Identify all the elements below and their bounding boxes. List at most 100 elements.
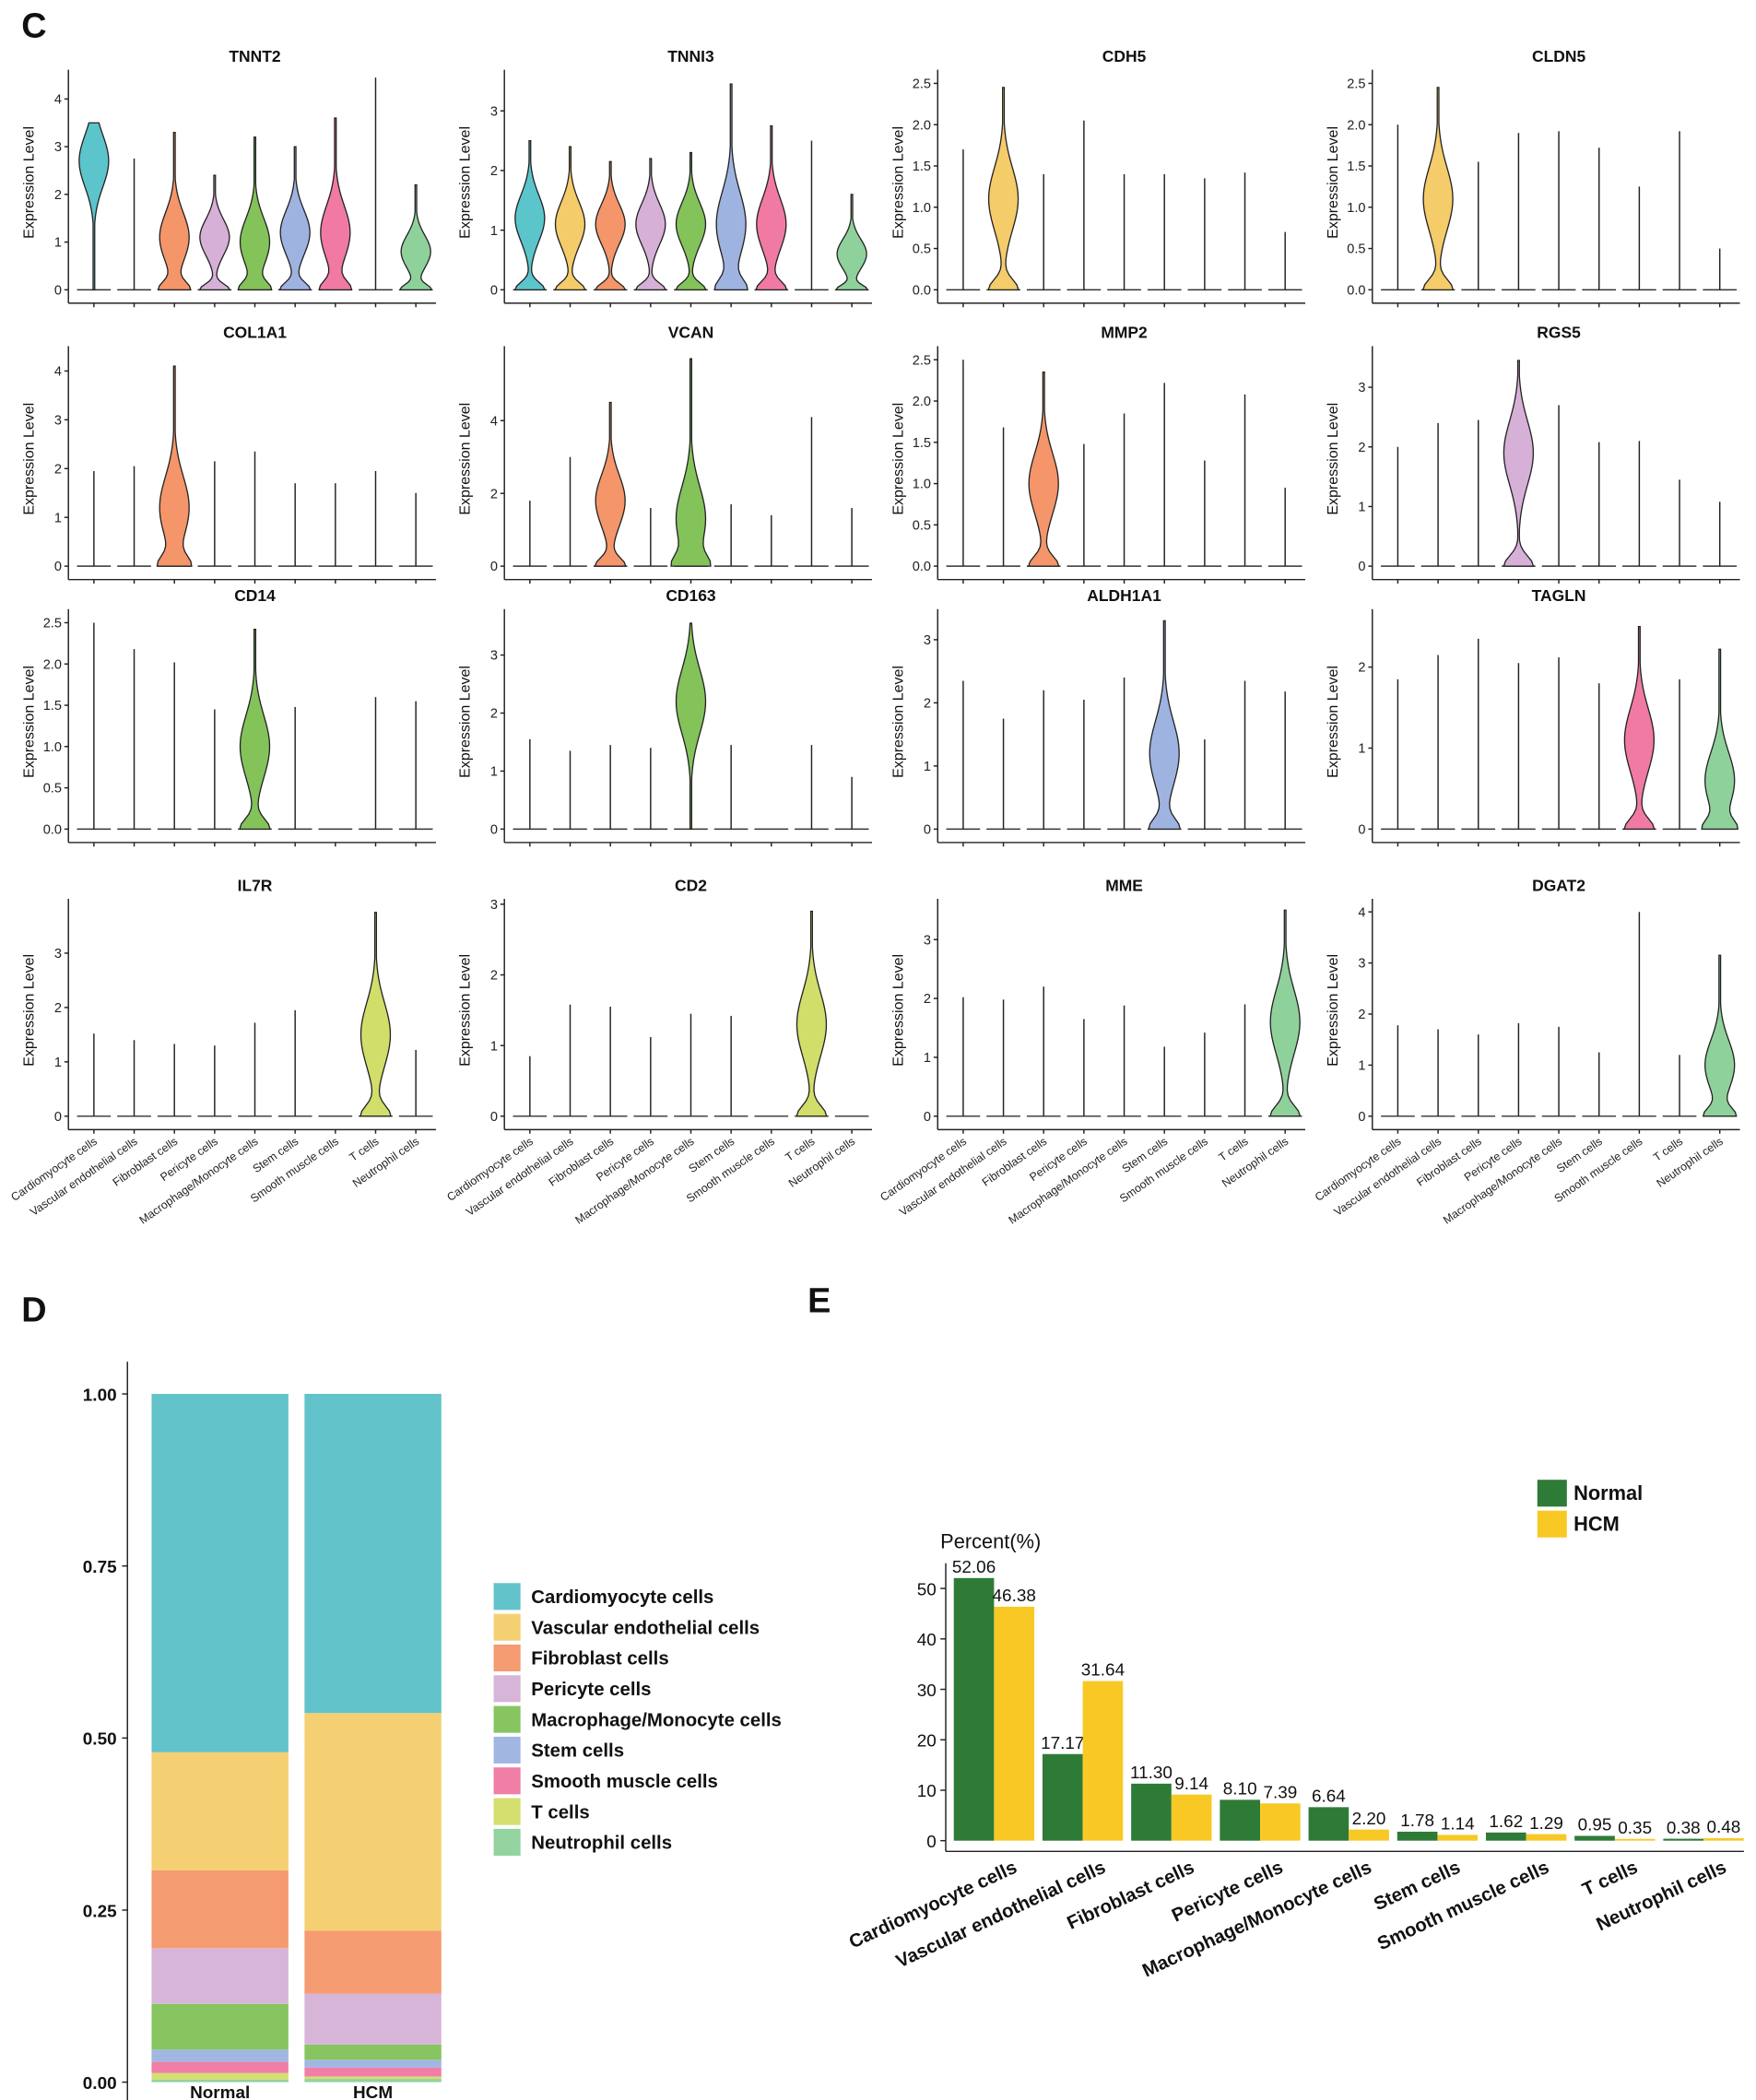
panel-title: CD163 [666, 586, 716, 605]
y-tick-label: 0.0 [913, 283, 931, 298]
y-tick-label: 2 [924, 697, 931, 712]
y-tick-label: 0.25 [83, 1902, 117, 1921]
panel-title: CDH5 [1102, 47, 1147, 65]
bar [1131, 1783, 1172, 1841]
y-tick-label: 20 [917, 1732, 937, 1752]
y-tick-label: 1 [924, 760, 931, 774]
violin [1027, 372, 1060, 567]
y-axis-label: Expression Level [890, 403, 906, 515]
violin [755, 124, 788, 291]
bar [1397, 1831, 1438, 1841]
panel-title: DGAT2 [1532, 876, 1585, 894]
violin [670, 358, 712, 567]
value-label: 6.64 [1312, 1787, 1346, 1807]
bar [994, 1606, 1035, 1841]
legend-swatch [1537, 1510, 1567, 1538]
violin [1503, 360, 1535, 567]
y-tick-label: 10 [917, 1782, 937, 1801]
y-tick-label: 1.0 [1347, 201, 1365, 216]
panel-label: C [21, 7, 46, 46]
y-tick-label: 0 [54, 560, 62, 574]
bar [1614, 1838, 1656, 1841]
bar [1082, 1681, 1124, 1841]
bar-segment [304, 2067, 442, 2077]
legend-label: Cardiomyocyte cells [531, 1587, 713, 1608]
bar [1663, 1838, 1704, 1841]
y-tick-label: 1.5 [913, 436, 931, 451]
violin [594, 160, 627, 291]
violin [278, 146, 312, 291]
y-tick-label: 2 [54, 462, 62, 477]
panel-title: CD14 [234, 586, 276, 605]
y-tick-label: 1.5 [913, 159, 931, 174]
bar [1437, 1835, 1479, 1841]
y-tick-label: 2 [54, 188, 62, 203]
bar-segment [151, 1394, 289, 1752]
x-tick-label: T cells [347, 1135, 381, 1164]
violin [513, 139, 547, 291]
y-tick-label: 3 [490, 649, 498, 664]
bar-segment [304, 2076, 442, 2080]
bar [1042, 1753, 1083, 1841]
y-tick-label: 3 [1358, 957, 1365, 972]
y-tick-label: 3 [54, 140, 62, 155]
y-tick-label: 0 [54, 1110, 62, 1125]
y-tick-label: 1 [54, 236, 62, 251]
violin [156, 365, 193, 567]
x-tick-label: T cells [1579, 1858, 1641, 1901]
bar-segment [304, 1993, 442, 2045]
bar-segment [304, 2044, 442, 2060]
value-label: 2.20 [1352, 1810, 1386, 1829]
y-tick-label: 1 [490, 1039, 498, 1054]
y-tick-label: 4 [1358, 905, 1365, 920]
violin [1702, 954, 1738, 1117]
bar-segment [304, 2079, 442, 2082]
panel-title: TAGLN [1532, 586, 1586, 605]
y-tick-label: 0.5 [913, 518, 931, 533]
y-tick-label: 2.5 [1347, 77, 1365, 92]
y-tick-label: 0 [490, 283, 498, 298]
bar-segment [304, 1930, 442, 1994]
value-label: 52.06 [952, 1558, 996, 1577]
y-tick-label: 1 [490, 224, 498, 239]
value-label: 0.38 [1667, 1819, 1701, 1838]
bar [1485, 1832, 1526, 1841]
legend-label: Fibroblast cells [531, 1649, 668, 1669]
value-label: 31.64 [1081, 1661, 1125, 1681]
y-tick-label: 3 [924, 633, 931, 648]
y-axis-label: Expression Level [457, 403, 473, 515]
bar [1574, 1835, 1615, 1841]
y-axis-label: Expression Level [457, 666, 473, 778]
x-tick-label: Normal [190, 2083, 250, 2100]
y-axis-label: Expression Level [457, 126, 473, 239]
y-tick-label: 2.5 [43, 617, 62, 631]
legend-swatch [493, 1583, 521, 1610]
bar [1703, 1838, 1744, 1841]
violin [1148, 619, 1182, 831]
y-axis-label: Expression Level [890, 954, 906, 1067]
panel-label: E [807, 1281, 831, 1320]
value-label: 8.10 [1223, 1780, 1257, 1799]
violin [594, 401, 627, 567]
y-tick-label: 0 [490, 560, 498, 574]
bar-segment [304, 1713, 442, 1931]
y-axis-label: Expression Level [21, 126, 37, 239]
x-tick-label: T cells [1217, 1135, 1251, 1164]
bar-segment [304, 2059, 442, 2068]
y-tick-label: 4 [490, 414, 498, 429]
bar-segment [151, 2079, 289, 2082]
legend-swatch [493, 1705, 521, 1733]
y-tick-label: 3 [490, 898, 498, 913]
value-label: 0.35 [1618, 1819, 1652, 1838]
violin [157, 131, 192, 291]
legend-label: Stem cells [531, 1741, 624, 1762]
bar-segment [151, 2061, 289, 2073]
legend-swatch [493, 1675, 521, 1703]
panel-title: CLDN5 [1532, 47, 1585, 65]
y-tick-label: 0.0 [913, 560, 931, 574]
y-tick-label: 0.50 [83, 1730, 117, 1750]
violin [198, 174, 231, 291]
y-tick-label: 0 [1358, 1110, 1365, 1125]
y-axis-label: Expression Level [21, 403, 37, 515]
